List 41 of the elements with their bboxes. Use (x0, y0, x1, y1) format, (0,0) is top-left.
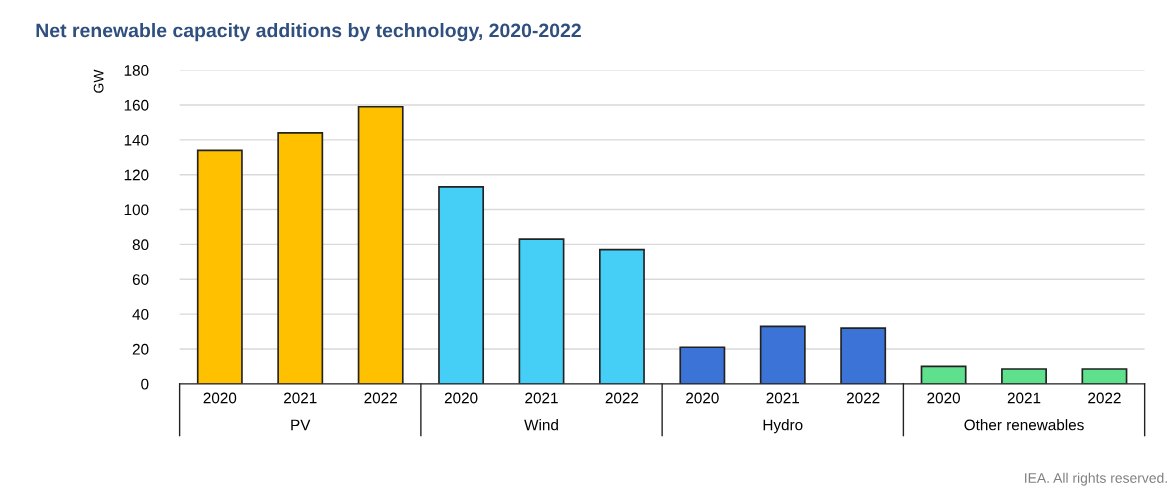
y-axis-title: GW (93, 69, 104, 93)
x-tick-label: 2020 (927, 392, 960, 404)
chart-title: Net renewable capacity additions by technology, 2020-2022 (36, 23, 581, 42)
text: PV (291, 419, 311, 431)
y-tick-label: 60 (132, 274, 149, 285)
y-tick-label: 20 (132, 343, 149, 355)
y-tick-label: 180 (124, 65, 149, 76)
y-tick-label: 0 (141, 378, 149, 390)
y-tick-label: 80 (132, 239, 149, 251)
bar (357, 105, 404, 384)
x-tick-label: 2022 (846, 392, 880, 404)
y-tick-label: 140 (124, 134, 149, 146)
x-tick-label: 2022 (364, 392, 397, 404)
bar (920, 365, 967, 384)
bar (438, 186, 485, 384)
x-tick-label: 2022 (1088, 392, 1121, 404)
bar (196, 149, 243, 384)
x-tick-label: 2020 (686, 392, 719, 404)
bar (840, 327, 887, 384)
text: Other renewables (964, 419, 1084, 431)
text: Hydro (763, 419, 803, 434)
y-tick-label: 100 (124, 204, 149, 216)
bar (1081, 368, 1128, 384)
x-tick-label: 2021 (525, 392, 558, 404)
text: IEA. All rights reserved. (1025, 472, 1167, 486)
x-tick-label: 2021 (1007, 392, 1041, 404)
bar (598, 248, 645, 384)
x-tick-label: 2021 (766, 392, 800, 404)
bar (518, 238, 565, 384)
y-tick-label: 160 (124, 99, 149, 111)
text: Wind (524, 419, 558, 431)
bar (277, 132, 324, 384)
bar (679, 346, 726, 384)
bar (759, 325, 806, 384)
x-tick-label: 2022 (605, 392, 639, 404)
x-tick-label: 2020 (444, 392, 478, 404)
y-tick-label: 40 (132, 309, 149, 320)
bar (1001, 368, 1047, 384)
y-tick-label: 120 (124, 169, 149, 181)
x-tick-label: 2021 (284, 392, 317, 404)
x-tick-label: 2020 (203, 392, 237, 404)
